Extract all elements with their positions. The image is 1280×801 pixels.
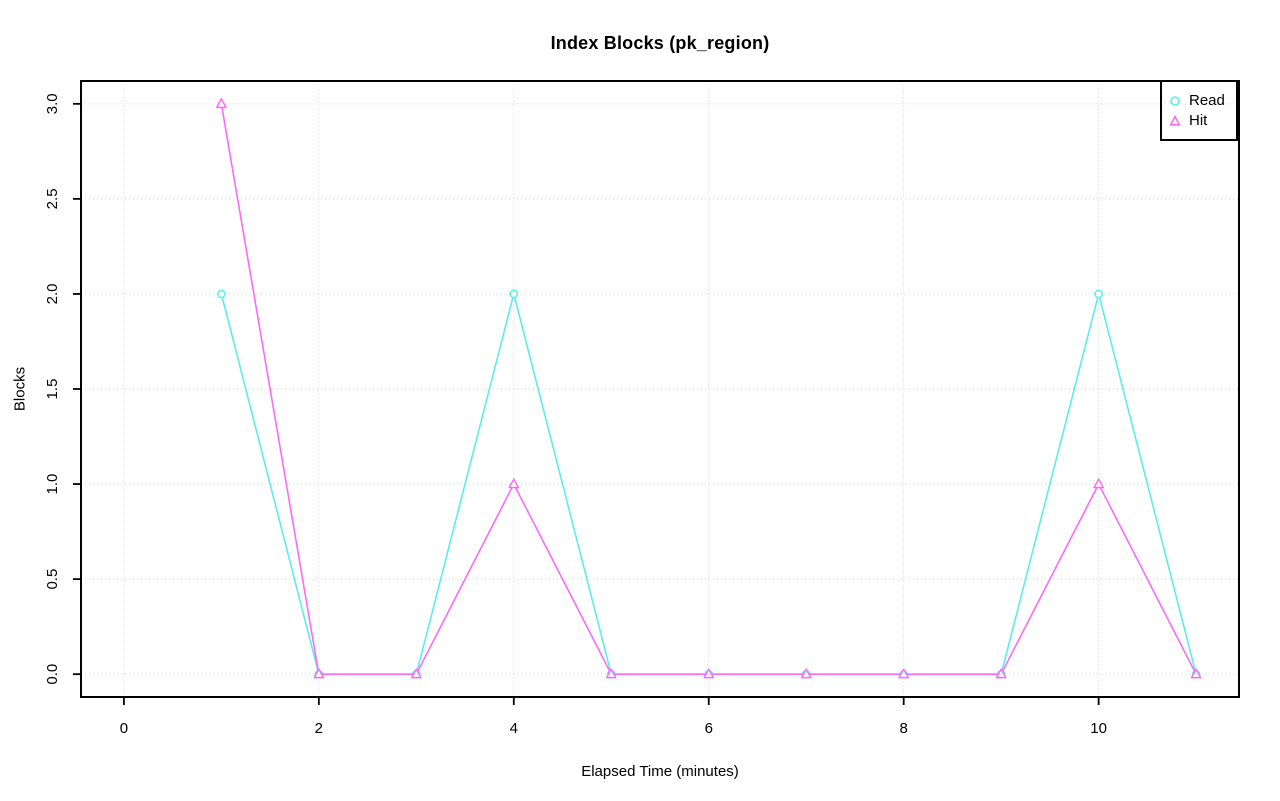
marker-triangle-hit bbox=[313, 668, 325, 679]
y-tick-label: 1.0 bbox=[44, 474, 61, 495]
marker-triangle-hit bbox=[898, 668, 910, 679]
marker-triangle-hit bbox=[508, 478, 520, 489]
plot-frame bbox=[80, 80, 1240, 698]
legend-box: Read Hit bbox=[1160, 80, 1238, 141]
x-tick-label: 2 bbox=[315, 720, 323, 737]
read-circle-icon bbox=[1170, 95, 1180, 106]
hit-triangle-icon bbox=[1169, 114, 1181, 126]
chart-title: Index Blocks (pk_region) bbox=[550, 33, 770, 53]
marker-triangle-hit bbox=[995, 668, 1007, 679]
legend-item-hit: Hit bbox=[1169, 113, 1236, 128]
y-axis-label: Blocks bbox=[11, 366, 29, 412]
x-tick-label: 10 bbox=[1090, 720, 1107, 737]
marker-triangle-hit bbox=[1093, 478, 1104, 489]
y-tick-label: 0.0 bbox=[44, 664, 61, 685]
legend-item-read: Read bbox=[1169, 93, 1236, 108]
marker-circle-read bbox=[217, 289, 226, 299]
x-tick-label: 0 bbox=[120, 720, 128, 737]
marker-triangle-hit bbox=[216, 98, 227, 109]
x-tick-label: 4 bbox=[510, 720, 518, 737]
marker-circle-read bbox=[1094, 289, 1103, 299]
x-axis-label: Elapsed Time (minutes) bbox=[581, 763, 739, 780]
y-tick-label: 0.5 bbox=[44, 569, 61, 590]
legend-label-hit: Hit bbox=[1189, 112, 1208, 129]
y-tick-label: 3.0 bbox=[44, 93, 61, 114]
marker-triangle-hit bbox=[410, 668, 422, 679]
x-tick-label: 8 bbox=[900, 720, 908, 737]
marker-triangle-hit bbox=[1190, 668, 1202, 679]
marker-triangle-hit bbox=[800, 668, 812, 679]
marker-triangle-hit bbox=[605, 668, 617, 679]
legend-label-read: Read bbox=[1189, 92, 1225, 109]
x-tick-label: 6 bbox=[705, 720, 713, 737]
marker-circle-read bbox=[509, 289, 519, 299]
y-tick-label: 2.0 bbox=[44, 284, 61, 305]
y-tick-label: 1.5 bbox=[44, 379, 61, 400]
y-tick-label: 2.5 bbox=[44, 188, 61, 209]
marker-triangle-hit bbox=[703, 668, 715, 679]
